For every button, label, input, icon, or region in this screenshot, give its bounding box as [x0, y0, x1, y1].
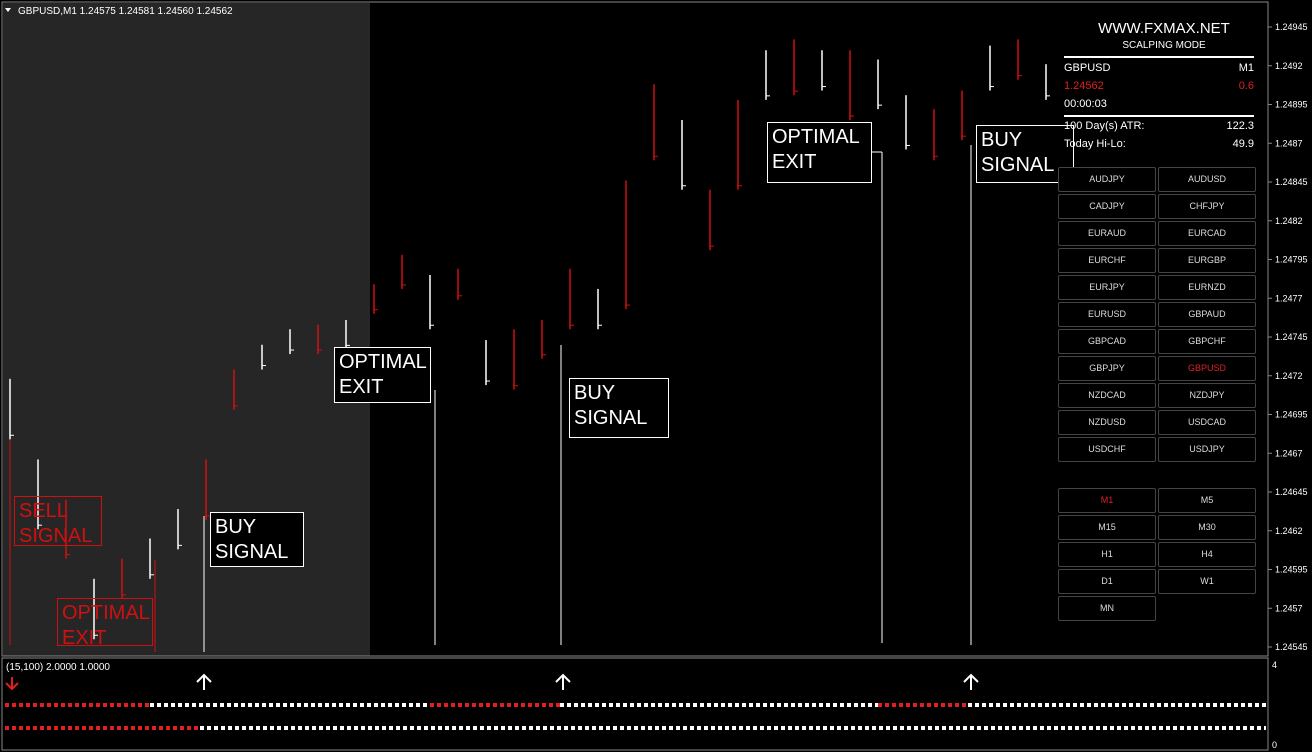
- tick-label: 1.24795: [1275, 255, 1308, 265]
- tick-label: 1.24895: [1275, 100, 1308, 110]
- panel-button[interactable]: M15: [1058, 515, 1156, 540]
- panel-button[interactable]: M5: [1158, 488, 1256, 513]
- tick-label: 1.24595: [1275, 565, 1308, 575]
- panel-button[interactable]: AUDUSD: [1158, 167, 1256, 192]
- indicator-label: (15,100) 2.0000 1.0000: [6, 662, 110, 673]
- history-shade: [3, 3, 370, 656]
- panel-button[interactable]: EURGBP: [1158, 248, 1256, 273]
- panel-button[interactable]: M1: [1058, 488, 1156, 513]
- annotation: BUY SIGNAL: [976, 125, 1074, 183]
- panel-button[interactable]: GBPCAD: [1058, 329, 1156, 354]
- tick-label: 1.2462: [1275, 526, 1303, 536]
- indicator-axis: 0: [1272, 740, 1277, 750]
- annotation: BUY SIGNAL: [210, 512, 304, 567]
- panel-button[interactable]: USDCHF: [1058, 437, 1156, 462]
- annotation: BUY SIGNAL: [569, 378, 669, 438]
- panel-button[interactable]: NZDCAD: [1058, 383, 1156, 408]
- sell-arrow: [5, 677, 19, 691]
- panel-button[interactable]: USDCAD: [1158, 410, 1256, 435]
- tick-label: 1.2492: [1275, 61, 1303, 71]
- timeframe: M1: [1238, 62, 1254, 74]
- tick-label: 1.2487: [1275, 138, 1303, 148]
- site-title: WWW.FXMAX.NET: [1098, 20, 1230, 37]
- chart-frame: [1, 1, 1269, 657]
- indicator-axis: 4: [1272, 660, 1277, 670]
- tick-label: 1.24945: [1275, 22, 1308, 32]
- tick-label: 1.2477: [1275, 293, 1303, 303]
- panel-button[interactable]: H1: [1058, 542, 1156, 567]
- panel-button[interactable]: NZDUSD: [1058, 410, 1156, 435]
- indicator-dots: [5, 703, 1266, 730]
- panel-button[interactable]: EURUSD: [1058, 302, 1156, 327]
- annotation: OPTIMAL EXIT: [334, 347, 431, 403]
- annotation: OPTIMAL EXIT: [57, 598, 153, 649]
- tick-label: 1.24745: [1275, 332, 1308, 342]
- tick-label: 1.24645: [1275, 487, 1308, 497]
- tick-label: 1.2482: [1275, 216, 1303, 226]
- signal-lines: [203, 145, 972, 652]
- panel-button[interactable]: D1: [1058, 569, 1156, 594]
- annotation: OPTIMAL EXIT: [767, 122, 872, 183]
- tick-label: 1.24545: [1275, 642, 1308, 652]
- panel-button[interactable]: GBPUSD: [1158, 356, 1256, 381]
- panel-button[interactable]: W1: [1158, 569, 1256, 594]
- panel-rules: [1064, 56, 1254, 117]
- symbol: GBPUSD: [1064, 62, 1111, 74]
- panel-button[interactable]: GBPJPY: [1058, 356, 1156, 381]
- panel-button[interactable]: NZDJPY: [1158, 383, 1256, 408]
- panel-button[interactable]: EURCAD: [1158, 221, 1256, 246]
- tick-label: 1.24695: [1275, 410, 1308, 420]
- panel-button[interactable]: EURCHF: [1058, 248, 1156, 273]
- panel-button[interactable]: USDJPY: [1158, 437, 1256, 462]
- tick-label: 1.2472: [1275, 371, 1303, 381]
- panel-button[interactable]: AUDJPY: [1058, 167, 1156, 192]
- price: 1.24562: [1064, 80, 1104, 92]
- panel-button[interactable]: CADJPY: [1058, 194, 1156, 219]
- atr-value: 122.3: [1226, 120, 1254, 132]
- panel-button[interactable]: MN: [1058, 596, 1156, 621]
- panel-button[interactable]: GBPCHF: [1158, 329, 1256, 354]
- panel-button[interactable]: EURNZD: [1158, 275, 1256, 300]
- tick-label: 1.2467: [1275, 448, 1303, 458]
- timer: 00:00:03: [1064, 98, 1107, 110]
- indicator-frame: [1, 657, 1269, 751]
- tick-label: 1.24845: [1275, 177, 1308, 187]
- panel-button[interactable]: GBPAUD: [1158, 302, 1256, 327]
- hilo-label: Today Hi-Lo:: [1064, 138, 1126, 150]
- panel-button[interactable]: M30: [1158, 515, 1256, 540]
- menu-arrow: [5, 8, 11, 12]
- tick-label: 1.2457: [1275, 603, 1303, 613]
- annotation: SELL SIGNAL: [14, 496, 102, 547]
- spread: 0.6: [1238, 80, 1254, 92]
- buy-arrows: [196, 673, 979, 690]
- panel-button[interactable]: CHFJPY: [1158, 194, 1256, 219]
- atr-label: 100 Day(s) ATR:: [1064, 120, 1145, 132]
- hilo-value: 49.9: [1232, 138, 1254, 150]
- panel-button[interactable]: EURAUD: [1058, 221, 1156, 246]
- mode: SCALPING MODE: [1122, 40, 1206, 51]
- panel-button[interactable]: EURJPY: [1058, 275, 1156, 300]
- panel-button[interactable]: H4: [1158, 542, 1256, 567]
- chart-header: GBPUSD,M1 1.24575 1.24581 1.24560 1.2456…: [18, 6, 233, 17]
